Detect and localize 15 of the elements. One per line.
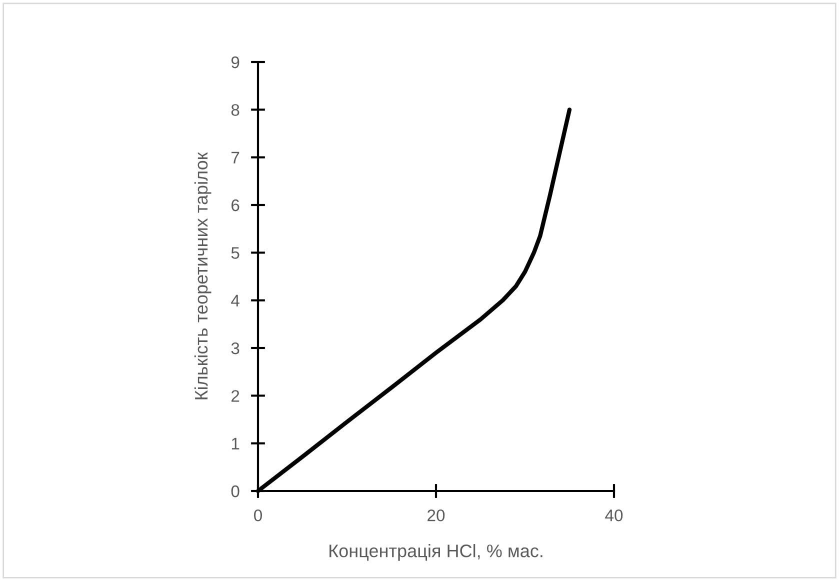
y-tick-label: 9 [231, 56, 240, 68]
x-tick-label: 0 [254, 509, 262, 522]
y-tick-label: 8 [231, 104, 240, 116]
y-tick-label: 2 [232, 390, 240, 402]
y-tick-label: 1 [232, 438, 240, 450]
x-tick-label: 40 [605, 509, 623, 522]
x-tick-label: 20 [428, 509, 445, 522]
y-tick-label: 7 [232, 152, 240, 164]
y-tick-label: 6 [232, 199, 240, 212]
y-tick-label: 4 [231, 294, 240, 306]
x-axis-title: Концентрація HCl, % мас. [330, 544, 542, 561]
y-tick-label: 3 [231, 342, 240, 354]
y-tick-label: 5 [231, 247, 240, 259]
y-tick-label: 0 [231, 485, 240, 498]
y-axis-title: Кількість теоретичних тарілок [194, 152, 212, 400]
